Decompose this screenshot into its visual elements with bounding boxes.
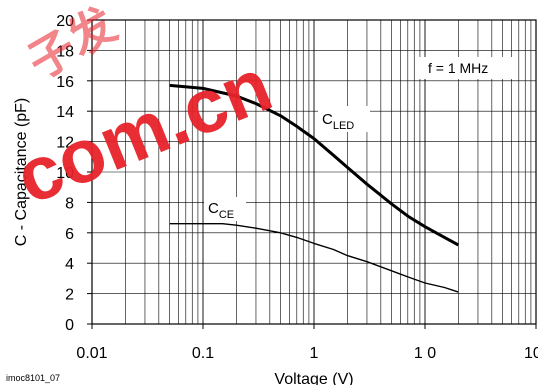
y-tick-label: 18 [56,43,74,60]
series-line-cce [169,222,459,293]
y-tick-label: 12 [56,135,74,152]
x-tick-label: 100 [524,345,538,362]
series-lines [169,83,460,293]
series-label-cled: CLED [322,111,354,132]
y-tick-label: 6 [65,226,74,243]
cled-label-background [318,106,370,132]
x-tick-label: 0.1 [192,345,214,362]
y-axis-ticks: 0 2 4 6 8 10 12 14 16 18 20 [56,13,92,334]
y-tick-label: 10 [56,165,74,182]
y-tick-label: 4 [65,256,74,273]
x-tick-label: 0.01 [76,345,107,362]
frequency-annotation-box [418,57,518,79]
y-tick-label: 2 [65,287,74,304]
y-tick-label: 20 [56,13,74,30]
series-label-cce: CCE [208,200,234,221]
y-tick-label: 8 [65,195,74,212]
y-axis-title: C - Capacitance (pF) [13,98,30,247]
x-axis-ticks: 0.01 0.1 1 1 0 100 [76,324,538,362]
frequency-annotation: f = 1 MHz [428,60,488,76]
series-line-cled [169,83,460,247]
x-axis-title: Voltage (V) [274,371,353,385]
x-tick-label: 1 0 [414,345,436,362]
watermark: 子发 com.cn [5,0,284,221]
cce-label-background [204,197,246,221]
y-tick-label: 16 [56,74,74,91]
series-label-cled-sub: LED [333,120,354,132]
series-label-cce-sub: CE [219,209,234,221]
x-tick-label: 1 [310,345,319,362]
figure-id-label: imoc8101_07 [6,373,60,383]
series-label-cce-main: C [208,200,219,217]
y-tick-label: 14 [56,104,74,121]
series-label-cled-main: C [322,111,333,128]
y-tick-label: 0 [65,317,74,334]
